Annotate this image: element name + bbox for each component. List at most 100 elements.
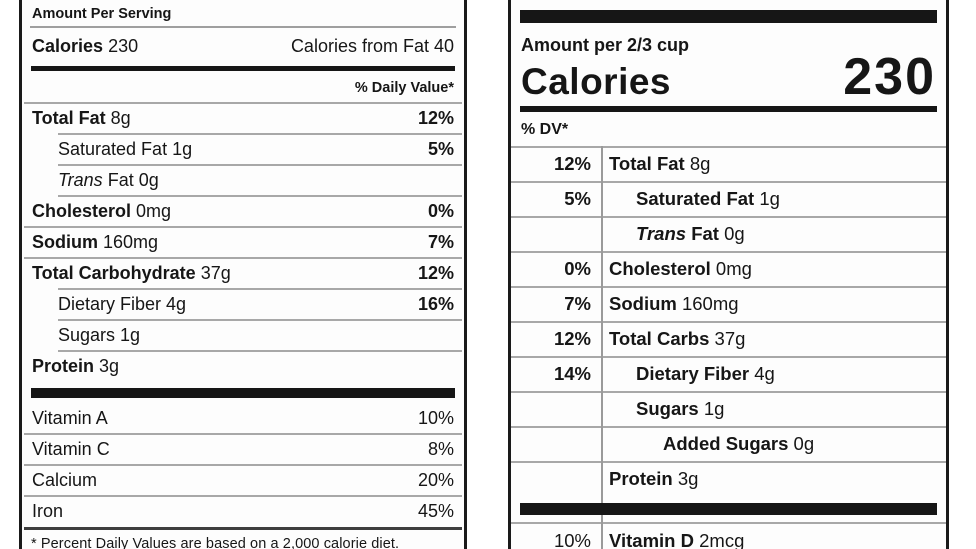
thick-rule [31, 66, 455, 71]
nutrient-quantity: 0g [788, 433, 815, 455]
nutrient-row: Sodium 160mg 7% [22, 228, 464, 257]
daily-value: 7% [564, 293, 591, 315]
thick-rule [520, 502, 937, 515]
vitamin-name: Iron [32, 501, 64, 521]
daily-value: 45% [417, 501, 454, 521]
nutrient-row: Dietary Fiber 4g 16% [22, 290, 464, 319]
new-nutrition-label: Amount per 2/3 cup Calories 230 % DV* 12… [508, 0, 949, 549]
nutrient-row: 12% Total Carbs 37g [511, 320, 946, 356]
row-divider [58, 319, 462, 321]
row-divider [58, 164, 462, 166]
row-divider [24, 495, 462, 497]
nutrient-name: Sugars 1g [636, 398, 725, 420]
nutrient-name: Dietary Fiber 4g [636, 363, 775, 385]
vitamin-rows: Vitamin A 10% Vitamin C 8% Calcium 20% Iron 45% [22, 404, 464, 526]
daily-value: 20% [417, 470, 454, 490]
nutrient-name: Dietary Fiber 4g [58, 294, 187, 314]
nutrient-name: Total Carbohydrate 37g [32, 263, 231, 283]
nutrient-row: Sugars 1g [511, 390, 946, 426]
nutrient-quantity: 1g [115, 325, 141, 345]
nutrient-row: Trans Fat 0g [22, 166, 464, 195]
nutrient-quantity: 37g [195, 263, 231, 283]
header-divider [30, 26, 456, 28]
nutrient-name: Protein 3g [32, 356, 120, 376]
daily-value: 12% [417, 108, 454, 128]
footnote-rule [24, 527, 462, 530]
daily-value: 10% [417, 408, 454, 428]
nutrient-name: Vitamin D 2mcg [609, 529, 745, 549]
row-divider [58, 288, 462, 290]
row-divider [24, 257, 462, 259]
daily-value: 10% [553, 529, 591, 549]
calories-value: 230 [108, 36, 139, 56]
vitamin-row: Calcium 20% [22, 466, 464, 495]
nutrient-quantity: 3g [94, 356, 120, 376]
nutrient-row: Sugars 1g [22, 321, 464, 350]
daily-value: 12% [553, 153, 591, 175]
nutrient-row: Saturated Fat 1g 5% [22, 135, 464, 164]
nutrient-name: Cholesterol 0mg [32, 201, 172, 221]
nutrient-rows: 12% Total Fat 8g 5% Saturated Fat 1g Trans F… [511, 145, 946, 549]
nutrient-quantity: 0g [133, 170, 159, 190]
nutrient-quantity: 1g [167, 139, 193, 159]
nutrient-row: 12% Total Fat 8g [511, 145, 946, 181]
row-divider [58, 133, 462, 135]
nutrient-name: Total Fat 8g [609, 153, 711, 175]
amount-per-serving-header: Amount Per Serving [32, 6, 172, 22]
nutrient-quantity: 4g [749, 363, 775, 385]
daily-value-header: % DV* [521, 120, 569, 138]
footnote: * Percent Daily Values are based on a 2,… [31, 536, 400, 549]
calories-label: Calories [521, 60, 672, 102]
thick-rule [31, 388, 455, 398]
nutrient-name: Sodium 160mg [32, 232, 159, 252]
nutrient-quantity: 8g [684, 153, 711, 175]
daily-value: 5% [427, 139, 454, 159]
row-divider [58, 350, 462, 352]
nutrient-row: 14% Dietary Fiber 4g [511, 355, 946, 391]
nutrient-name: Saturated Fat 1g [636, 188, 780, 210]
nutrient-name: Total Carbs 37g [609, 328, 746, 350]
daily-value: 0% [564, 258, 591, 280]
vitamin-row: Iron 45% [22, 497, 464, 526]
nutrient-name: Saturated Fat 1g [58, 139, 193, 159]
daily-value-header: % Daily Value* [354, 80, 454, 96]
nutrient-quantity: 8g [105, 108, 131, 128]
nutrient-row: Cholesterol 0mg 0% [22, 197, 464, 226]
nutrient-name: Protein 3g [609, 468, 699, 490]
daily-value: 16% [417, 294, 454, 314]
calories-row: Calories 230 [511, 48, 946, 106]
calories-left: Calories 230 [32, 36, 138, 57]
thick-rule [520, 10, 937, 23]
old-nutrition-label: Amount Per Serving Calories 230 Calories… [19, 0, 467, 549]
nutrient-row: Total Fat 8g 12% [22, 104, 464, 133]
nutrient-quantity: 0mg [131, 201, 172, 221]
nutrient-row: Protein 3g [22, 352, 464, 381]
row-divider [24, 226, 462, 228]
daily-value: 5% [564, 188, 591, 210]
nutrient-quantity: 3g [672, 468, 699, 490]
nutrient-quantity: 4g [161, 294, 187, 314]
nutrient-name: Trans Fat 0g [58, 170, 159, 190]
nutrient-quantity: 1g [754, 188, 780, 210]
italic-prefix: Trans [636, 223, 687, 245]
calories-row: Calories 230 Calories from Fat 40 [22, 28, 464, 66]
calories-value: 230 [843, 48, 936, 106]
nutrient-quantity: 160mg [98, 232, 159, 252]
nutrient-row: Trans Fat 0g [511, 215, 946, 251]
nutrient-rows: Total Fat 8g 12% Saturated Fat 1g 5% Trans F… [22, 102, 464, 381]
daily-value: 14% [553, 363, 591, 385]
nutrient-row: 5% Saturated Fat 1g [511, 180, 946, 216]
vitamin-name: Calcium [32, 470, 98, 490]
vitamin-name: Vitamin A [32, 408, 108, 428]
daily-value: 8% [427, 439, 454, 459]
column-divider [601, 145, 603, 549]
daily-value: 12% [417, 263, 454, 283]
amount-per-serving-header: Amount per 2/3 cup [521, 35, 690, 55]
nutrient-name: Trans Fat 0g [636, 223, 745, 245]
nutrient-name: Total Fat 8g [32, 108, 131, 128]
nutrient-row: Added Sugars 0g [511, 425, 946, 461]
calories-label: Calories [32, 36, 104, 56]
nutrient-row: 0% Cholesterol 0mg [511, 250, 946, 286]
nutrient-name: Cholesterol 0mg [609, 258, 752, 280]
vitamin-row: 10% Vitamin D 2mcg [511, 521, 946, 549]
